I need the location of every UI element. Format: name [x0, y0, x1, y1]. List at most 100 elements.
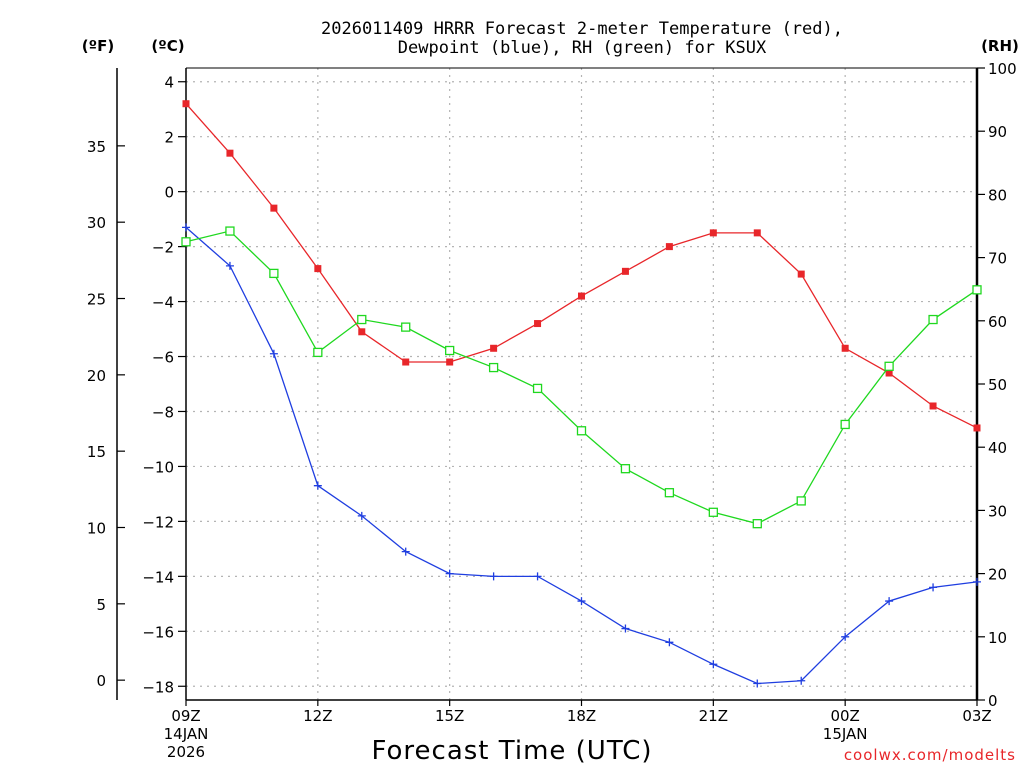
unit-label-rh: (RH)	[981, 37, 1019, 55]
data-point-2-meter-temperature	[709, 229, 717, 237]
data-point-rh	[752, 519, 762, 529]
tick-label-rh: 20	[988, 566, 1007, 584]
tick-label-rh: 80	[988, 186, 1007, 204]
data-point-dewpoint	[841, 632, 850, 641]
data-point-rh	[840, 419, 850, 430]
data-point-rh	[972, 285, 982, 295]
data-point-rh	[928, 314, 938, 325]
tick-label-f: 25	[87, 291, 106, 309]
gridlines	[186, 68, 977, 700]
tick-label-rh: 70	[988, 250, 1007, 268]
tick-label-rh: 100	[988, 60, 1017, 78]
data-point-dewpoint	[533, 572, 542, 581]
tick-label-f: 30	[87, 214, 106, 232]
tick-label-rh: 90	[988, 123, 1007, 141]
tick-label-f: 0	[96, 672, 106, 690]
data-point-rh	[269, 268, 279, 279]
axes	[116, 67, 985, 706]
tick-label-rh: 30	[988, 502, 1007, 520]
data-point-rh	[357, 314, 367, 325]
data-point-2-meter-temperature	[797, 270, 805, 278]
data-point-2-meter-temperature	[621, 267, 629, 275]
tick-label-rh: 10	[988, 629, 1007, 647]
tick-label-rh: 50	[988, 376, 1007, 394]
tick-label-f: 20	[87, 367, 106, 385]
data-point-2-meter-temperature	[973, 424, 981, 432]
data-point-rh	[225, 226, 235, 236]
data-point-dewpoint	[489, 572, 498, 581]
tick-label-c: −16	[142, 623, 174, 641]
data-point-dewpoint	[973, 577, 981, 586]
credit-label: coolwx.com/modelts	[844, 746, 1016, 764]
tick-label-f: 35	[87, 138, 106, 156]
tick-label-c: −8	[152, 403, 174, 421]
tick-sublabel-date: 14JAN	[164, 725, 209, 743]
data-point-dewpoint	[577, 597, 586, 606]
tick-label-x: 00Z	[830, 707, 859, 725]
tick-label-x: 09Z	[171, 707, 200, 725]
tick-label-c: −12	[142, 513, 174, 531]
data-point-dewpoint	[885, 597, 894, 606]
tick-label-f: 15	[87, 443, 106, 461]
data-point-2-meter-temperature	[226, 149, 234, 157]
tick-label-c: −2	[152, 239, 174, 257]
data-point-dewpoint	[929, 583, 938, 592]
tick-label-x: 18Z	[567, 707, 596, 725]
data-point-dewpoint	[182, 223, 190, 232]
data-point-2-meter-temperature	[402, 358, 410, 366]
tick-label-c: 0	[164, 184, 174, 202]
tick-label-f: 10	[87, 519, 106, 537]
data-point-2-meter-temperature	[929, 402, 937, 410]
tick-label-rh: 60	[988, 313, 1007, 331]
data-point-rh	[445, 345, 455, 356]
x-axis-title: Forecast Time (UTC)	[371, 736, 652, 766]
data-point-rh	[181, 237, 191, 247]
data-point-rh	[532, 383, 543, 394]
unit-label-c: (ºC)	[151, 37, 184, 55]
tick-label-c: 2	[164, 129, 174, 147]
tick-label-c: −4	[152, 294, 174, 312]
data-point-dewpoint	[621, 624, 630, 633]
tick-labels: 420−2−4−6−8−10−12−14−16−1835302520151050…	[87, 60, 1017, 761]
series-group	[181, 100, 982, 688]
data-point-2-meter-temperature	[753, 229, 761, 237]
data-point-2-meter-temperature	[665, 243, 673, 251]
data-point-2-meter-temperature	[534, 320, 542, 328]
chart-subtitle: Dewpoint (blue), RH (green) for KSUX	[398, 38, 767, 58]
data-point-dewpoint	[401, 547, 410, 556]
chart-title: 2026011409 HRRR Forecast 2-meter Tempera…	[321, 19, 843, 39]
data-point-dewpoint	[709, 660, 718, 669]
unit-label-f: (ºF)	[82, 37, 114, 55]
data-point-rh	[884, 361, 894, 371]
data-point-dewpoint	[665, 638, 674, 647]
tick-label-c: 4	[164, 74, 174, 92]
data-point-rh	[488, 362, 499, 373]
tick-label-rh: 0	[988, 692, 998, 710]
data-point-rh	[620, 464, 631, 474]
tick-sublabel-year: 2026	[167, 743, 205, 761]
data-point-dewpoint	[445, 569, 454, 578]
data-point-rh	[708, 507, 718, 517]
data-point-dewpoint	[225, 261, 234, 270]
data-point-2-meter-temperature	[358, 328, 366, 336]
data-point-dewpoint	[753, 679, 762, 688]
tick-label-x: 03Z	[962, 707, 991, 725]
data-point-dewpoint	[797, 676, 806, 685]
tick-label-x: 21Z	[699, 707, 728, 725]
data-point-rh	[401, 322, 411, 332]
data-point-2-meter-temperature	[446, 358, 454, 366]
tick-label-c: −10	[142, 458, 174, 476]
data-point-dewpoint	[357, 511, 366, 520]
data-point-2-meter-temperature	[314, 265, 322, 273]
tick-label-x: 15Z	[435, 707, 464, 725]
tick-label-f: 5	[96, 596, 106, 614]
data-point-2-meter-temperature	[270, 204, 278, 212]
data-point-rh	[313, 347, 323, 358]
data-point-rh	[576, 426, 587, 436]
data-point-2-meter-temperature	[182, 100, 190, 108]
data-point-dewpoint	[313, 481, 322, 490]
tick-label-c: −6	[152, 349, 174, 367]
tick-sublabel-date: 15JAN	[823, 725, 868, 743]
data-point-rh	[664, 488, 675, 498]
